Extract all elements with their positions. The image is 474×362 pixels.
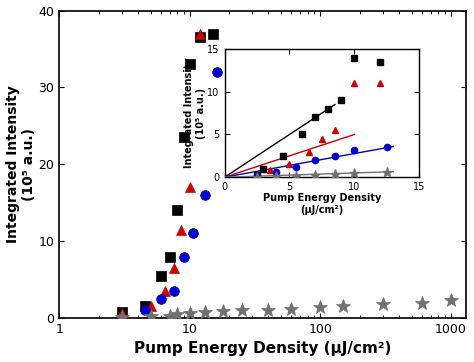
X-axis label: Pump Energy Density (μJ/cm²): Pump Energy Density (μJ/cm²) (134, 341, 392, 357)
Y-axis label: Integrated Intensity
(10⁵ a.u.): Integrated Intensity (10⁵ a.u.) (6, 85, 36, 243)
X-axis label: Pump Energy Density
(μJ/cm²): Pump Energy Density (μJ/cm²) (263, 193, 381, 215)
Y-axis label: Integrated Intensity
(10⁵ a.u.): Integrated Intensity (10⁵ a.u.) (184, 58, 206, 168)
